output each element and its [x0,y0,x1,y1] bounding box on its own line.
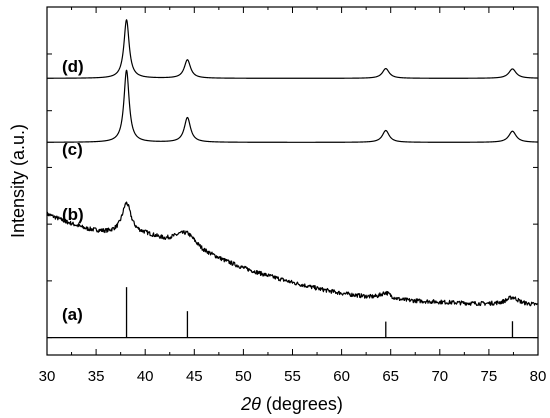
x-tick-labels: 30 35 40 45 50 55 60 65 70 75 80 [39,368,547,385]
x-tick-label: 75 [481,368,498,385]
x-axis-unit: (degrees) [261,394,343,414]
series-label-c: (c) [62,140,83,159]
diffraction-traces [46,19,539,307]
x-tick-label: 65 [382,368,399,385]
trace-series-0 [46,19,539,79]
x-tick-label: 60 [333,368,350,385]
reference-pattern [47,287,538,339]
series-label-d: (d) [62,57,84,76]
x-tick-label: 80 [530,368,547,385]
x-tick-label: 70 [431,368,448,385]
x-tick-label: 55 [284,368,301,385]
x-tick-label: 30 [39,368,56,385]
trace-series-2 [46,201,539,307]
x-tick-label: 45 [186,368,203,385]
y-axis-label: Intensity (a.u.) [8,124,28,238]
x-tick-label: 40 [137,368,154,385]
x-tick-label: 35 [88,368,105,385]
series-label-b: (b) [62,205,84,224]
x-axis-label: 2θ (degrees) [240,394,343,414]
trace-series-1 [46,69,539,143]
series-labels: (d) (c) (b) (a) [62,57,84,324]
plot-frame [46,6,539,356]
series-label-a: (a) [62,305,83,324]
x-tick-label: 50 [235,368,252,385]
x-axis-symbol: 2θ [240,394,261,414]
